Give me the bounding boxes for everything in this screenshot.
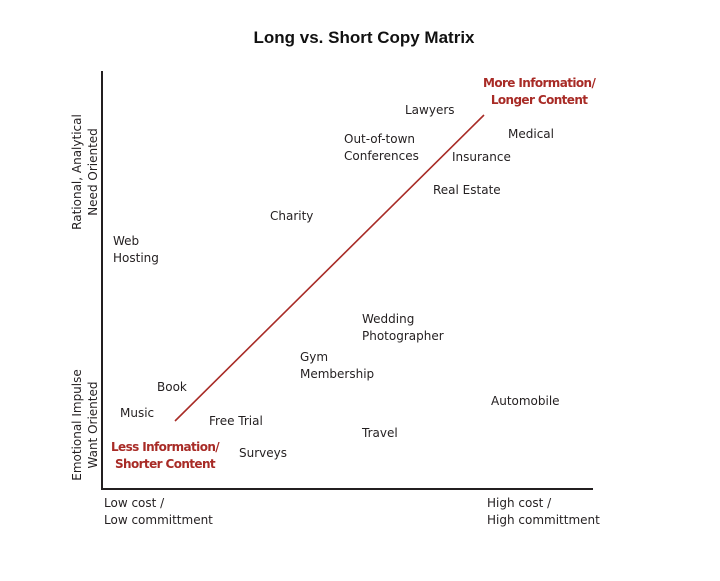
y-axis-line xyxy=(101,71,103,490)
x-right-line-1: High cost / xyxy=(487,496,552,510)
item-out-of-town-conferences: Out-of-town Conferences xyxy=(344,132,419,163)
item-automobile: Automobile xyxy=(491,394,560,408)
diagram-title: Long vs. Short Copy Matrix xyxy=(253,28,475,47)
trend-end-line-1: More Information/ xyxy=(483,76,596,90)
item-web-hosting: Web Hosting xyxy=(113,234,159,265)
x-axis-left-label: Low cost / Low committment xyxy=(104,495,213,529)
item-surveys: Surveys xyxy=(239,446,287,460)
trend-start-line-2: Shorter Content xyxy=(114,457,216,471)
y-top-line-1: Rational, Analytical xyxy=(70,114,84,230)
trend-end-line-2: Longer Content xyxy=(490,93,588,107)
x-left-line-2: Low committment xyxy=(104,513,213,527)
trend-start-label: Less Information/ Shorter Content xyxy=(111,439,220,473)
item-gym-membership: Gym Membership xyxy=(300,350,375,381)
y-axis-top-label: Rational, Analytical Need Oriented xyxy=(69,97,103,247)
y-bottom-line-2: Want Oriented xyxy=(86,381,100,469)
y-bottom-line-1: Emotional Impulse xyxy=(70,369,84,481)
trend-start-line-1: Less Information/ xyxy=(111,440,220,454)
x-left-line-1: Low cost / xyxy=(104,496,165,510)
item-lawyers: Lawyers xyxy=(405,103,455,117)
item-book: Book xyxy=(157,380,187,394)
item-wedding-photographer: Wedding Photographer xyxy=(362,312,444,343)
x-axis-line xyxy=(101,488,593,490)
y-axis-bottom-label: Emotional Impulse Want Oriented xyxy=(69,355,103,495)
trend-end-label: More Information/ Longer Content xyxy=(483,75,596,109)
item-travel: Travel xyxy=(362,426,398,440)
item-music: Music xyxy=(120,406,155,420)
item-free-trial: Free Trial xyxy=(209,414,263,428)
x-right-line-2: High committment xyxy=(487,513,600,527)
item-insurance: Insurance xyxy=(452,150,511,164)
item-real-estate: Real Estate xyxy=(433,183,501,197)
item-medical: Medical xyxy=(508,127,554,141)
x-axis-right-label: High cost / High committment xyxy=(487,495,600,529)
item-charity: Charity xyxy=(270,209,314,223)
y-top-line-2: Need Oriented xyxy=(86,128,100,216)
